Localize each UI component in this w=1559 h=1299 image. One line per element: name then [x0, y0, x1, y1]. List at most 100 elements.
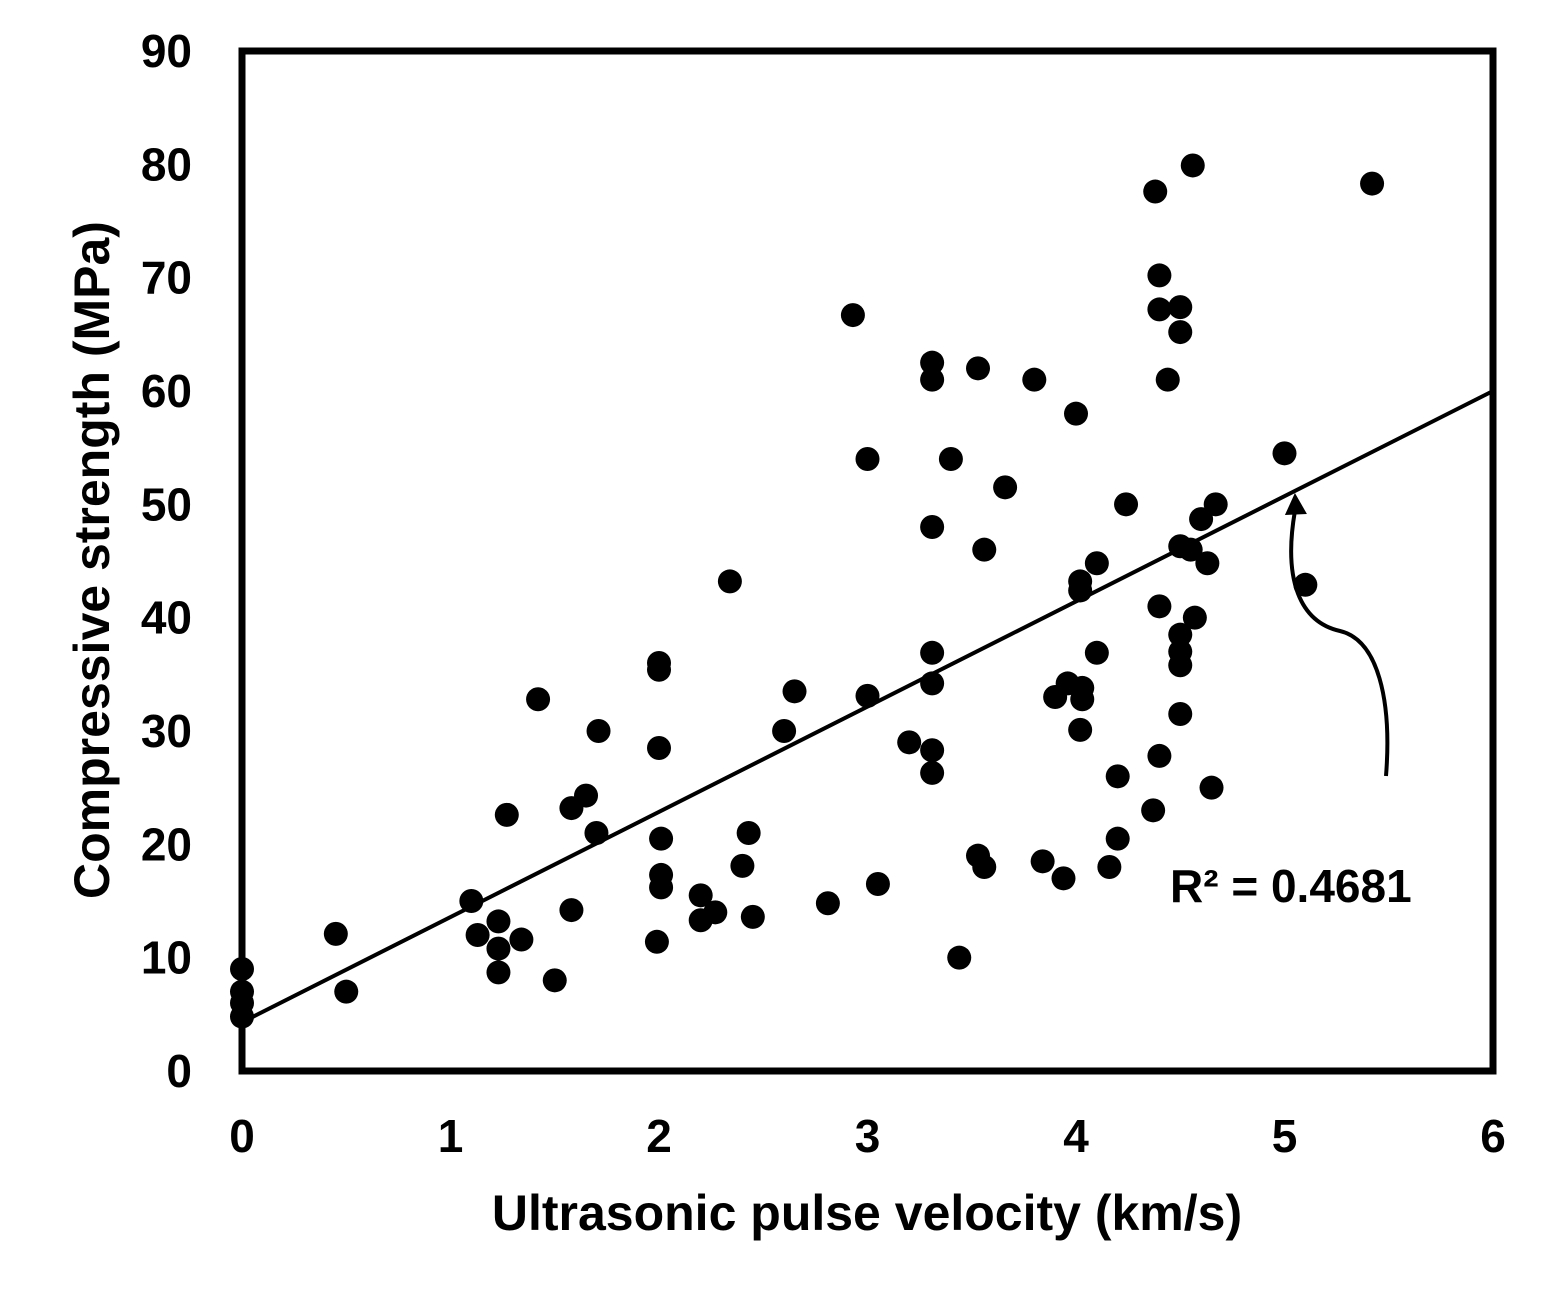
data-point: [855, 683, 880, 708]
data-point: [486, 909, 511, 934]
data-point: [1084, 640, 1109, 665]
x-axis-title: Ultrasonic pulse velocity (km/s): [492, 1185, 1242, 1241]
y-tick-label: 30: [141, 705, 192, 757]
data-point: [559, 898, 584, 923]
data-point: [1141, 798, 1166, 823]
y-tick-label: 60: [141, 365, 192, 417]
data-point: [1195, 551, 1220, 576]
data-point: [920, 640, 945, 665]
data-point: [1105, 826, 1130, 851]
data-point: [1178, 537, 1203, 562]
data-point: [865, 872, 890, 896]
plot-area-frame: [238, 47, 1497, 1075]
x-tick-label: 4: [1063, 1110, 1089, 1162]
data-point: [1189, 507, 1214, 532]
data-point: [840, 303, 865, 328]
data-point: [815, 891, 840, 916]
data-point: [1168, 295, 1193, 320]
data-point: [1180, 153, 1205, 178]
x-tick-label: 6: [1480, 1110, 1506, 1162]
data-point: [1272, 441, 1297, 466]
data-points: [230, 153, 1385, 1029]
x-tick-label: 3: [855, 1110, 881, 1162]
data-point: [542, 968, 567, 993]
y-tick-label: 20: [141, 818, 192, 870]
data-point: [920, 760, 945, 785]
data-point: [1051, 866, 1076, 891]
data-point: [1168, 320, 1193, 345]
data-point: [1068, 578, 1093, 603]
data-point: [717, 569, 742, 594]
data-point: [1293, 572, 1318, 597]
data-point: [972, 855, 997, 879]
y-tick-label: 10: [141, 932, 192, 984]
data-point: [920, 671, 945, 696]
data-point: [486, 960, 511, 985]
data-point: [526, 687, 551, 712]
data-point: [1064, 401, 1088, 426]
data-point: [1155, 367, 1180, 392]
x-tick-label: 1: [438, 1110, 464, 1162]
data-point: [1147, 594, 1172, 619]
data-point: [897, 730, 922, 755]
data-point: [509, 927, 534, 952]
data-point: [772, 719, 797, 743]
data-point: [966, 356, 991, 381]
y-tick-label: 40: [141, 592, 192, 644]
data-point: [920, 350, 945, 375]
data-point: [1168, 653, 1193, 678]
data-point: [736, 821, 761, 845]
x-tick-label: 0: [229, 1110, 255, 1162]
data-point: [855, 447, 880, 471]
y-tick-labels: 0 10 20 30 40 50 60 70 80 90: [141, 25, 192, 1097]
data-point: [649, 875, 674, 900]
data-point: [1070, 687, 1095, 712]
data-point: [920, 515, 945, 539]
data-point: [1068, 717, 1093, 742]
data-point: [920, 367, 945, 392]
data-point: [647, 657, 671, 682]
data-point: [688, 883, 713, 908]
y-tick-label: 70: [141, 252, 192, 304]
data-point: [574, 783, 599, 808]
data-point: [1168, 622, 1193, 647]
data-point: [584, 821, 609, 845]
data-point: [459, 889, 484, 913]
data-point: [730, 853, 755, 878]
data-point: [1168, 702, 1193, 726]
y-axis-title: Compressive strength (MPa): [64, 221, 120, 899]
data-point: [1203, 492, 1228, 517]
r-squared-label: R² = 0.4681: [1170, 860, 1412, 912]
y-tick-label: 0: [166, 1045, 192, 1097]
data-point: [1147, 297, 1172, 322]
data-point: [947, 945, 972, 970]
data-point: [1114, 492, 1139, 517]
data-point: [782, 679, 807, 704]
data-point: [586, 719, 611, 743]
data-point: [1143, 179, 1168, 204]
data-point: [993, 475, 1018, 500]
data-point: [1097, 855, 1122, 879]
data-point: [938, 447, 963, 471]
data-point: [647, 736, 671, 760]
data-point: [1147, 743, 1172, 768]
data-point: [740, 904, 765, 929]
data-point: [1182, 605, 1207, 630]
annotation-arrow-line: [1289, 510, 1390, 777]
data-point: [972, 537, 997, 562]
y-tick-label: 50: [141, 478, 192, 530]
data-point: [703, 900, 728, 925]
x-tick-label: 5: [1272, 1110, 1298, 1162]
data-point: [920, 738, 945, 763]
y-tick-label: 90: [141, 25, 192, 77]
data-point: [1105, 764, 1130, 789]
data-point: [1084, 551, 1109, 576]
data-point: [334, 979, 359, 1004]
annotation-layer: R² = 0.4681: [1170, 493, 1412, 912]
data-point: [649, 826, 674, 851]
x-tick-labels: 0 1 2 3 4 5 6: [229, 1110, 1506, 1162]
y-tick-label: 80: [141, 138, 192, 190]
annotation-arrowhead: [1284, 493, 1307, 515]
data-point: [1199, 775, 1224, 800]
